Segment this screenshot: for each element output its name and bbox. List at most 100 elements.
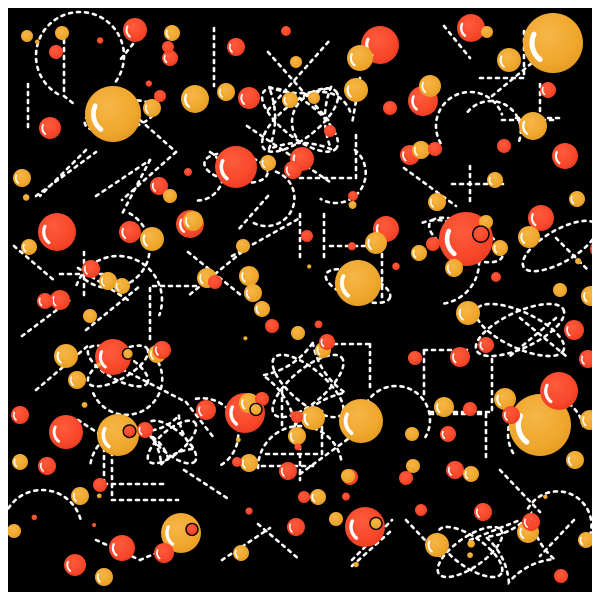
red-sphere — [341, 492, 350, 501]
sphere-body — [341, 492, 350, 501]
dotted-polyline-connector — [264, 406, 324, 456]
red-sphere — [150, 177, 168, 195]
sphere-body — [406, 459, 420, 473]
dotted-connector-line — [245, 124, 332, 184]
red-sphere — [82, 260, 100, 278]
red-sphere — [49, 415, 83, 449]
gloss-highlight — [111, 543, 118, 557]
orange-sphere — [301, 406, 325, 430]
gloss-highlight — [458, 308, 464, 321]
red-sphere — [319, 334, 335, 350]
gloss-highlight — [14, 174, 19, 184]
dotted-connector-line — [468, 518, 522, 542]
red-sphere — [324, 125, 336, 137]
red-sphere — [38, 457, 56, 475]
orange-sphere — [463, 466, 479, 482]
orange-sphere — [456, 301, 480, 325]
gloss-highlight — [421, 81, 427, 94]
gloss-highlight — [100, 277, 105, 287]
gloss-highlight — [98, 350, 107, 369]
sphere-body — [265, 319, 279, 333]
gloss-highlight — [184, 93, 191, 108]
sphere-body — [294, 443, 302, 451]
sphere-body — [383, 101, 397, 115]
gloss-highlight — [579, 536, 584, 546]
dotted-polyline-connector — [148, 284, 198, 342]
gloss-highlight — [320, 338, 325, 348]
sphere-body — [467, 539, 476, 548]
gloss-highlight — [339, 274, 351, 298]
orange-sphere — [467, 539, 476, 548]
dotted-arc — [256, 424, 343, 470]
red-sphere — [301, 230, 313, 242]
dotted-four-point-star-orbit — [482, 510, 558, 586]
orange-sphere — [34, 39, 40, 45]
red-sphere — [497, 139, 511, 153]
orange-sphere — [12, 454, 28, 470]
sphere-body — [83, 309, 97, 323]
gloss-highlight — [479, 341, 484, 351]
red-sphere — [502, 406, 520, 424]
sphere-body — [96, 362, 102, 367]
orange-sphere — [344, 78, 368, 102]
orange-sphere — [164, 25, 180, 41]
sphere-body — [347, 242, 357, 251]
gloss-highlight — [436, 403, 441, 414]
gloss-highlight — [165, 29, 170, 39]
dotted-orbit-ellipse — [260, 87, 340, 153]
orange-sphere — [81, 402, 88, 408]
orange-sphere — [13, 169, 31, 187]
red-sphere — [154, 90, 166, 102]
orange-sphere — [578, 532, 592, 548]
dotted-arc — [34, 10, 126, 96]
planet-with-core-dot — [122, 424, 137, 439]
gloss-highlight — [151, 182, 156, 192]
dotted-orbit-ellipse — [436, 525, 504, 579]
gloss-highlight — [229, 405, 239, 426]
dotted-polyline-connector — [298, 128, 358, 180]
red-sphere — [552, 143, 578, 169]
dotted-connector-line — [230, 216, 302, 258]
orange-sphere — [140, 227, 164, 251]
gloss-highlight — [441, 430, 446, 440]
gloss-highlight — [234, 549, 239, 559]
gloss-highlight — [566, 326, 571, 337]
sphere-body — [255, 392, 269, 406]
orange-sphere — [254, 301, 270, 317]
sphere-body — [236, 239, 250, 253]
sphere-body — [291, 326, 305, 340]
red-sphere — [96, 37, 104, 44]
red-sphere — [399, 471, 413, 485]
dotted-connector-line — [12, 244, 58, 284]
gloss-highlight — [367, 238, 373, 251]
orange-sphere — [114, 278, 130, 294]
orange-sphere — [68, 371, 86, 389]
gloss-highlight — [285, 166, 290, 176]
sphere-body — [575, 258, 582, 265]
red-sphere — [540, 82, 556, 98]
gloss-highlight — [346, 85, 352, 98]
gloss-highlight — [447, 466, 452, 476]
gloss-highlight — [115, 282, 120, 292]
gloss-highlight — [343, 412, 354, 436]
red-sphere — [49, 45, 63, 59]
red-sphere — [281, 26, 291, 36]
orange-sphere — [487, 172, 503, 188]
gloss-highlight — [125, 25, 131, 38]
gloss-highlight — [412, 249, 417, 259]
dotted-connector-line — [298, 434, 354, 476]
sphere-body — [22, 194, 30, 201]
dotted-connector-line — [118, 42, 135, 62]
red-sphere — [11, 406, 29, 424]
gloss-highlight — [42, 224, 51, 245]
dotted-arc — [319, 148, 368, 205]
orange-sphere — [21, 239, 37, 255]
planet-with-core-dot — [121, 347, 135, 360]
orange-sphere — [290, 56, 302, 68]
red-sphere — [383, 101, 397, 115]
gloss-highlight — [96, 573, 101, 583]
orange-sphere — [467, 552, 473, 559]
gloss-highlight — [241, 272, 246, 283]
orange-sphere — [581, 286, 592, 306]
red-sphere — [64, 554, 86, 576]
